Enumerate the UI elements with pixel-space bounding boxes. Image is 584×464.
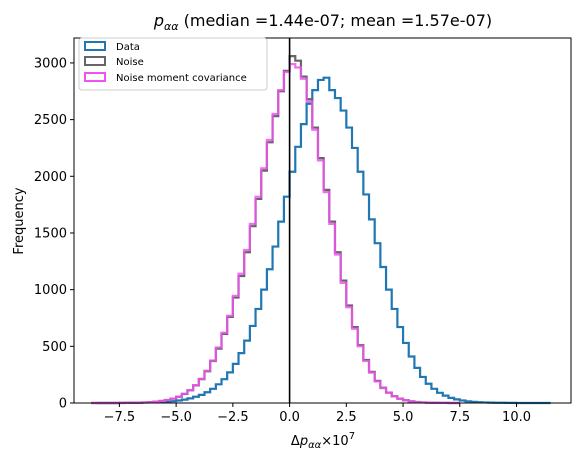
title-symbol: p [153, 11, 164, 30]
series-noise-moment-covariance [91, 62, 460, 405]
legend-item-noise: Noise [84, 56, 144, 68]
y-tick-label: 2500 [34, 113, 67, 128]
legend-swatch-data [84, 41, 106, 51]
y-tick-label: 2000 [34, 170, 67, 185]
legend: Data Noise Noise moment covariance [78, 37, 268, 91]
xlabel-subscript: αα [308, 440, 322, 451]
y-tick-label: 1500 [34, 226, 67, 241]
xlabel-times: ×10 [321, 434, 348, 449]
title-text: (median =1.44e-07; mean =1.57e-07) [179, 11, 493, 30]
plot-frame [73, 37, 572, 404]
series-layer [91, 55, 551, 405]
x-tick-label: −2.5 [217, 410, 249, 425]
x-tick-label: 2.5 [336, 410, 357, 425]
xlabel-symbol: p [299, 434, 308, 449]
legend-box [78, 37, 268, 91]
x-tick-label: 5.0 [393, 410, 414, 425]
x-axis-ticks: −7.5 −5.0 −2.5 0.0 2.5 5.0 7.5 10.0 [104, 403, 531, 425]
legend-label-noise-moment-covariance: Noise moment covariance [116, 73, 247, 84]
legend-label-data: Data [116, 42, 140, 53]
x-tick-label: 0.0 [279, 410, 300, 425]
x-axis-label: Δpαα×107 [291, 431, 355, 451]
legend-swatch-noise [84, 56, 106, 66]
series-data [96, 76, 551, 405]
chart-title: pαα (median =1.44e-07; mean =1.57e-07) [153, 11, 492, 33]
x-tick-label: −7.5 [104, 410, 136, 425]
x-tick-label: 10.0 [502, 410, 531, 425]
x-tick-label: −5.0 [160, 410, 192, 425]
plot-background [74, 38, 571, 403]
plot-area: −7.5 −5.0 −2.5 0.0 2.5 5.0 7.5 10.0 0 500 1000 150… [34, 37, 572, 425]
legend-label-noise: Noise [116, 57, 144, 68]
y-tick-label: 500 [42, 340, 67, 355]
y-tick-label: 1000 [34, 283, 67, 298]
legend-swatch-noise-moment-covariance [84, 72, 106, 82]
title-subscript: αα [164, 20, 179, 33]
y-tick-label: 3000 [34, 56, 67, 71]
y-axis-ticks: 0 500 1000 1500 2000 2500 3000 [34, 56, 74, 412]
x-tick-label: 7.5 [449, 410, 470, 425]
y-tick-label: 0 [59, 397, 67, 412]
y-axis-label: Frequency [12, 187, 27, 254]
legend-item-noise-moment-covariance: Noise moment covariance [84, 72, 247, 84]
xlabel-exponent: 7 [349, 431, 355, 442]
legend-item-data: Data [84, 41, 140, 53]
xlabel-prefix: Δ [291, 434, 300, 449]
